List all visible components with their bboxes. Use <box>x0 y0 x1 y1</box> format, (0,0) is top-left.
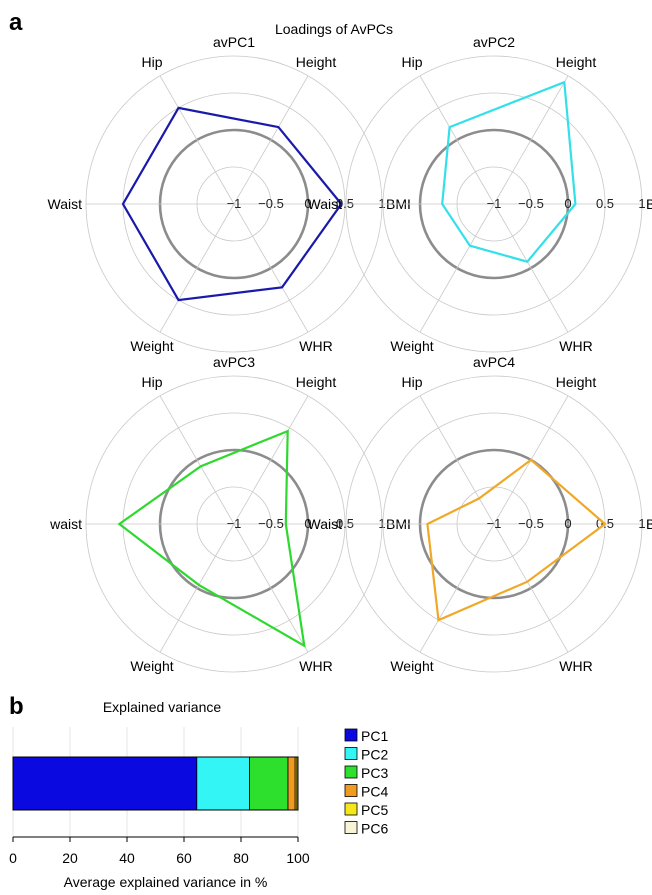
x-tick-label: 20 <box>62 850 78 866</box>
radar-spoke <box>159 75 235 205</box>
radar-chart-2: avPC2−1−0.500.51BMIHeightHipWaistWeightW… <box>308 34 652 354</box>
radar-axis-label: Waist <box>308 196 343 212</box>
x-axis-label: Average explained variance in % <box>64 874 268 890</box>
radar-spoke <box>419 203 495 333</box>
radar-axis-label: WHR <box>299 658 332 674</box>
radar-spoke <box>493 203 569 333</box>
radar-spoke <box>159 523 235 653</box>
bar-outline <box>12 756 299 811</box>
radar-axis-label: Height <box>556 374 597 390</box>
radar-tick-label: 1 <box>378 196 385 211</box>
radar-axis-label: Waist <box>48 196 83 212</box>
radar-axis-label: Hip <box>141 374 162 390</box>
radar-spoke <box>493 523 569 653</box>
panel-a-letter: a <box>9 9 23 36</box>
radar-spoke <box>233 395 309 525</box>
radar-axis-label: WHR <box>299 338 332 354</box>
radar-axis-label: Weight <box>130 658 173 674</box>
legend-label: PC6 <box>361 821 388 837</box>
radar-spoke <box>419 395 495 525</box>
radar-spoke <box>233 523 309 653</box>
radar-tick-label: 0 <box>564 516 571 531</box>
legend-swatch <box>344 802 358 816</box>
legend-label: PC3 <box>361 765 388 781</box>
legend-swatch <box>344 821 358 834</box>
radar-axis-label: Height <box>556 54 597 70</box>
variance-chart: 0 20 40 60 80 100 Average explained variance i… <box>9 727 388 890</box>
radar-axis-label: Waist <box>308 516 343 532</box>
radar-axis-label: Height <box>296 374 337 390</box>
radar-title: avPC2 <box>473 34 515 50</box>
radar-axis-label: Hip <box>401 374 422 390</box>
x-tick-label: 60 <box>176 850 192 866</box>
radar-title: avPC1 <box>213 34 255 50</box>
radar-spoke <box>233 75 309 205</box>
radar-axis-label: Hip <box>141 54 162 70</box>
radar-axis-label: BMI <box>646 196 652 212</box>
x-tick-label: 80 <box>233 850 249 866</box>
radar-spoke <box>419 75 495 205</box>
radar-tick-label: 0 <box>304 196 311 211</box>
radar-tick-label: −0.5 <box>258 196 284 211</box>
radar-tick-label: −1 <box>227 196 242 211</box>
radar-tick-label: 0 <box>304 516 311 531</box>
radar-data-polygon <box>441 80 577 263</box>
bar-segment <box>196 756 250 811</box>
radar-tick-label: 0.5 <box>336 516 354 531</box>
radar-axis-label: BMI <box>646 516 652 532</box>
radar-axis-label: WHR <box>559 338 592 354</box>
legend-swatch <box>344 728 358 742</box>
radar-title: avPC4 <box>473 354 515 370</box>
x-tick-label: 0 <box>9 850 17 866</box>
legend-swatch <box>344 747 358 760</box>
radar-axis-label: Hip <box>401 54 422 70</box>
radar-axis-label: WHR <box>559 658 592 674</box>
x-tick-label: 40 <box>119 850 135 866</box>
radar-chart-4: avPC4−1−0.500.51BMIHeightHipWaistWeightW… <box>308 354 652 674</box>
radar-spoke <box>493 75 569 205</box>
radar-spoke <box>233 203 309 333</box>
radar-tick-label: −0.5 <box>518 516 544 531</box>
bar-segment <box>12 756 198 811</box>
panel-b-letter: b <box>9 693 24 720</box>
panel-a-title: Loadings of AvPCs <box>275 21 393 37</box>
radar-axis-label: Weight <box>390 338 433 354</box>
radar-spoke <box>159 203 235 333</box>
radar-tick-label: −1 <box>227 516 242 531</box>
radar-spoke <box>419 523 495 653</box>
radar-tick-label: 1 <box>638 516 645 531</box>
radar-tick-label: −1 <box>487 196 502 211</box>
legend-label: PC2 <box>361 747 388 763</box>
legend-label: PC1 <box>361 728 388 744</box>
bar-segment <box>287 756 296 811</box>
radar-data-polygon <box>121 106 343 302</box>
legend-swatch <box>344 784 358 797</box>
radar-data-polygon <box>426 458 607 622</box>
radar-tick-label: 0 <box>564 196 571 211</box>
legend-label: PC5 <box>361 802 388 818</box>
panel-b-title: Explained variance <box>103 699 222 715</box>
radar-tick-label: −0.5 <box>518 196 544 211</box>
radar-spoke <box>159 395 235 525</box>
radar-tick-label: −1 <box>487 516 502 531</box>
legend-label: PC4 <box>361 784 388 800</box>
radar-title: avPC3 <box>213 354 255 370</box>
radar-axis-label: Height <box>296 54 337 70</box>
radar-tick-label: 0.5 <box>596 196 614 211</box>
radar-data-polygon <box>117 429 306 648</box>
radar-axis-label: waist <box>49 516 82 532</box>
legend-swatch <box>344 765 358 779</box>
bar-segment <box>249 756 289 811</box>
radar-axis-label: Weight <box>130 338 173 354</box>
radar-tick-label: 0.5 <box>336 196 354 211</box>
radar-tick-label: 1 <box>378 516 385 531</box>
radar-tick-label: −0.5 <box>258 516 284 531</box>
x-tick-label: 100 <box>286 850 310 866</box>
radar-axis-label: Weight <box>390 658 433 674</box>
radar-tick-label: 1 <box>638 196 645 211</box>
